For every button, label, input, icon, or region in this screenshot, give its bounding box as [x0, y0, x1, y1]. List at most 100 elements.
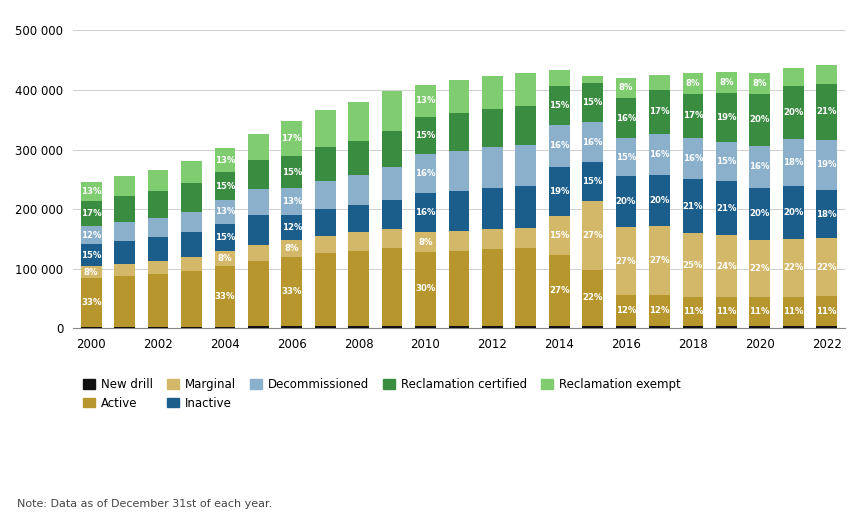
Text: 16%: 16%: [616, 114, 636, 122]
Bar: [816, 297, 837, 326]
Bar: [281, 326, 302, 328]
Bar: [515, 106, 536, 145]
Bar: [449, 191, 470, 231]
Bar: [81, 244, 101, 266]
Bar: [348, 250, 369, 326]
Bar: [783, 239, 803, 297]
Text: 11%: 11%: [683, 307, 703, 316]
Bar: [114, 222, 135, 241]
Bar: [215, 266, 236, 326]
Bar: [716, 93, 737, 142]
Bar: [181, 257, 202, 271]
Text: 15%: 15%: [281, 168, 302, 176]
Bar: [449, 251, 470, 326]
Bar: [148, 191, 169, 218]
Bar: [315, 110, 335, 148]
Text: 16%: 16%: [582, 138, 603, 146]
Bar: [81, 278, 101, 327]
Text: 11%: 11%: [716, 307, 736, 316]
Text: 16%: 16%: [750, 162, 770, 171]
Bar: [683, 94, 703, 138]
Text: 20%: 20%: [616, 197, 636, 206]
Bar: [348, 326, 369, 328]
Text: 15%: 15%: [582, 177, 603, 186]
Bar: [816, 238, 837, 297]
Text: 15%: 15%: [716, 157, 736, 166]
Text: 20%: 20%: [783, 108, 803, 117]
Bar: [215, 200, 236, 224]
Text: 33%: 33%: [81, 298, 101, 307]
Text: 15%: 15%: [549, 101, 569, 110]
Text: Note: Data as of December 31st of each year.: Note: Data as of December 31st of each y…: [17, 499, 273, 509]
Text: 21%: 21%: [716, 204, 736, 212]
Bar: [582, 326, 603, 328]
Bar: [248, 326, 268, 328]
Bar: [515, 326, 536, 328]
Bar: [415, 193, 436, 232]
Text: 19%: 19%: [816, 160, 837, 169]
Bar: [114, 241, 135, 264]
Bar: [649, 326, 670, 328]
Text: 13%: 13%: [415, 96, 436, 105]
Bar: [449, 231, 470, 251]
Bar: [248, 160, 268, 189]
Text: 20%: 20%: [750, 116, 770, 124]
Bar: [582, 83, 603, 122]
Text: 8%: 8%: [719, 78, 734, 87]
Bar: [415, 232, 436, 252]
Bar: [114, 276, 135, 327]
Bar: [415, 326, 436, 328]
Bar: [749, 297, 770, 326]
Text: 15%: 15%: [81, 251, 101, 260]
Bar: [482, 109, 503, 147]
Bar: [248, 245, 268, 261]
Bar: [382, 248, 402, 326]
Bar: [482, 147, 503, 188]
Text: 25%: 25%: [683, 261, 703, 270]
Bar: [716, 326, 737, 328]
Bar: [616, 98, 636, 138]
Bar: [749, 326, 770, 328]
Bar: [382, 326, 402, 328]
Bar: [482, 249, 503, 326]
Bar: [449, 81, 470, 113]
Bar: [616, 227, 636, 296]
Text: 11%: 11%: [750, 307, 770, 316]
Text: 20%: 20%: [649, 196, 670, 205]
Text: 17%: 17%: [649, 107, 670, 116]
Text: 27%: 27%: [582, 231, 603, 240]
Text: 21%: 21%: [816, 107, 837, 116]
Bar: [549, 255, 569, 326]
Bar: [783, 139, 803, 187]
Bar: [315, 326, 335, 328]
Bar: [482, 188, 503, 229]
Text: 18%: 18%: [783, 158, 803, 167]
Text: 15%: 15%: [215, 181, 235, 191]
Text: 17%: 17%: [281, 134, 302, 143]
Bar: [549, 167, 569, 216]
Bar: [215, 224, 236, 251]
Bar: [315, 253, 335, 326]
Bar: [582, 162, 603, 201]
Bar: [683, 233, 703, 298]
Bar: [348, 141, 369, 175]
Bar: [181, 212, 202, 232]
Bar: [81, 201, 101, 226]
Text: 30%: 30%: [415, 284, 436, 293]
Bar: [616, 176, 636, 227]
Bar: [114, 327, 135, 328]
Bar: [181, 271, 202, 326]
Bar: [81, 327, 101, 328]
Bar: [515, 228, 536, 248]
Bar: [181, 326, 202, 328]
Bar: [148, 218, 169, 237]
Bar: [482, 229, 503, 249]
Bar: [281, 257, 302, 326]
Bar: [449, 113, 470, 151]
Bar: [716, 297, 737, 326]
Bar: [181, 232, 202, 257]
Bar: [482, 76, 503, 109]
Text: 16%: 16%: [683, 154, 703, 163]
Bar: [81, 182, 101, 201]
Bar: [382, 200, 402, 229]
